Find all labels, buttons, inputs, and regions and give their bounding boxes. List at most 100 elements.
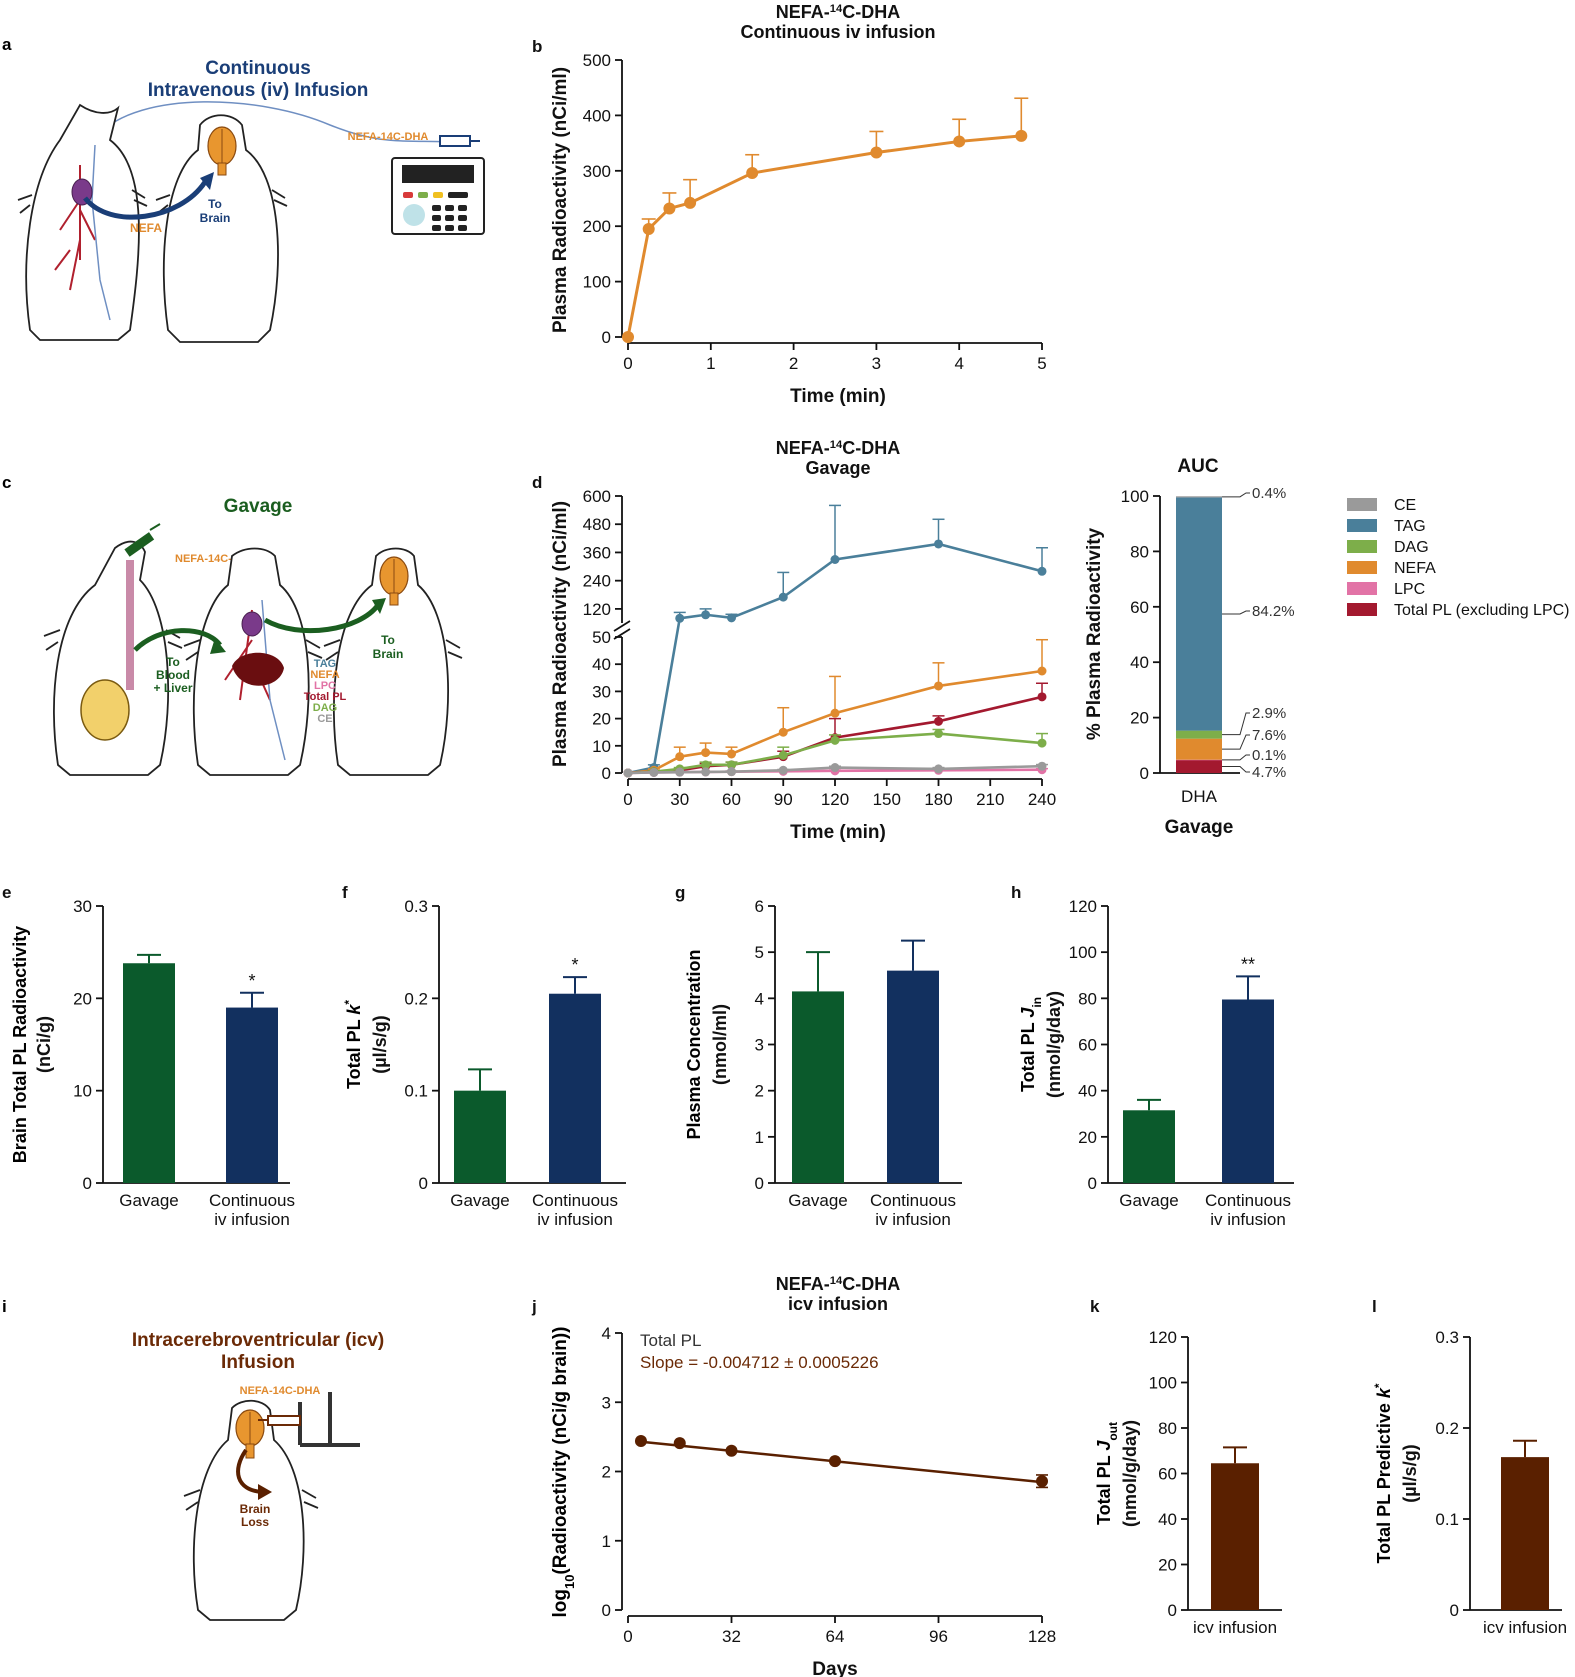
chart-auc: AUC 0 20 40 60 80 100 % Plasma Radioactivity DHA… [1084,456,1570,838]
bar [1222,999,1274,1183]
species-tag: TAG [314,658,336,670]
heart-icon [241,611,263,637]
y-axis-label-line1: Brain Total PL Radioactivity [10,926,30,1163]
y-axis-label: log10(Radioactivity (nCi/g brain)) [550,1326,577,1617]
y-tick-label: 20 [1130,709,1149,728]
x-tick-label: Continuous [532,1191,618,1210]
x-tick-label: 4 [954,354,963,373]
y-tick-label: 240 [583,572,611,591]
x-tick-label: 96 [929,1627,948,1646]
data-point [634,1435,647,1448]
syringe-icon [439,135,480,147]
y-axis-label-line2: (nmol/g/day) [1044,991,1064,1098]
data-point [1037,692,1047,702]
stack-segment-lpc [1176,759,1222,761]
y-tick-label: 0 [1450,1601,1459,1620]
y-tick-label: 0.2 [1435,1419,1459,1438]
y-tick-label: 30 [73,897,92,916]
x-tick-label: 240 [1028,790,1056,809]
y-tick-label: 480 [583,515,611,534]
data-point [778,727,788,737]
bar [1211,1463,1259,1610]
y-axis-label-line1: Total PL Jout [1094,1422,1120,1525]
legend-swatch [1347,498,1377,511]
panel-label-e: e [2,883,11,902]
y-tick-label: 10 [592,737,611,756]
data-point [684,196,697,209]
data-point [934,716,943,726]
x-axis-label: Gavage [1165,817,1234,838]
y-tick-label: 200 [583,217,611,236]
data-point [701,760,711,770]
stack-segment-nefa [1176,738,1222,760]
y-axis-label-line1: Total PL k* [342,1000,364,1089]
y-tick-label: 5 [755,943,764,962]
legend-label: DAG [1394,539,1429,556]
panel-label-h: h [1011,883,1021,902]
y-tick-label: 20 [73,989,92,1008]
legend-label: CE [1394,497,1416,514]
to-brain-c-line1: To [381,633,395,647]
label-leader [1222,610,1250,615]
x-axis-label: Time (min) [790,822,886,843]
y-tick-label: 100 [1069,943,1097,962]
bar [1123,1110,1175,1183]
y-tick-label: 20 [592,710,611,729]
data-point [1037,666,1047,676]
bar [1501,1457,1549,1610]
bar [123,963,175,1183]
data-point [1037,761,1047,771]
data-point [778,765,788,775]
segment-label: 2.9% [1252,705,1286,722]
panel-label-b: b [532,37,542,56]
data-point [701,748,711,758]
brain-icon [379,556,409,606]
y-tick-label: 20 [1078,1128,1097,1147]
label-leader [1222,492,1250,498]
legend-swatch [1347,561,1377,574]
segment-label: 84.2% [1252,603,1295,620]
x-tick-label: Continuous [209,1191,295,1210]
to-blood-line2: Blood [156,668,190,682]
legend-swatch [1347,603,1377,616]
data-point [727,613,736,623]
y-tick-label: 0 [602,328,611,347]
significance-mark: * [571,955,578,975]
y-tick-label: 0 [83,1174,92,1193]
legend-label: NEFA [1394,560,1436,577]
data-point [675,613,685,623]
y-tick-label: 0.1 [1435,1510,1459,1529]
data-point [829,1455,841,1468]
y-tick-label: 40 [1158,1510,1177,1529]
x-tick-label: 0 [623,354,632,373]
panel-c-illustration: c Gavage NEFA-14C-DHA [2,473,463,776]
y-tick-label: 360 [583,543,611,562]
y-tick-label: 300 [583,162,611,181]
data-point [1015,129,1028,142]
bar [549,993,601,1183]
x-tick-label: Gavage [788,1191,848,1210]
segment-label: 4.7% [1252,764,1286,781]
data-point [622,331,634,343]
panel-label-f: f [342,883,348,902]
y-tick-label: 40 [592,655,611,674]
data-point [675,752,685,762]
species-dag: DAG [313,702,337,714]
panel-c-title: Gavage [224,496,293,517]
legend-swatch [1347,519,1377,532]
y-tick-label: 60 [1130,598,1149,617]
y-tick-label: 80 [1130,542,1149,561]
rat-body-icon [155,114,288,343]
panel-label-d: d [532,473,542,492]
x-tick-label: 150 [873,790,901,809]
data-point [675,767,685,777]
panel-i-illustration: i Intracerebroventricular (icv) Infusion… [2,1297,384,1621]
y-tick-label: 0 [602,1601,611,1620]
chart-j-title-line2: icv infusion [788,1294,888,1314]
x-tick-label: Gavage [119,1191,179,1210]
segment-label: 0.4% [1252,485,1286,502]
x-tick-label-line2: iv infusion [875,1210,951,1229]
bar [792,991,844,1183]
